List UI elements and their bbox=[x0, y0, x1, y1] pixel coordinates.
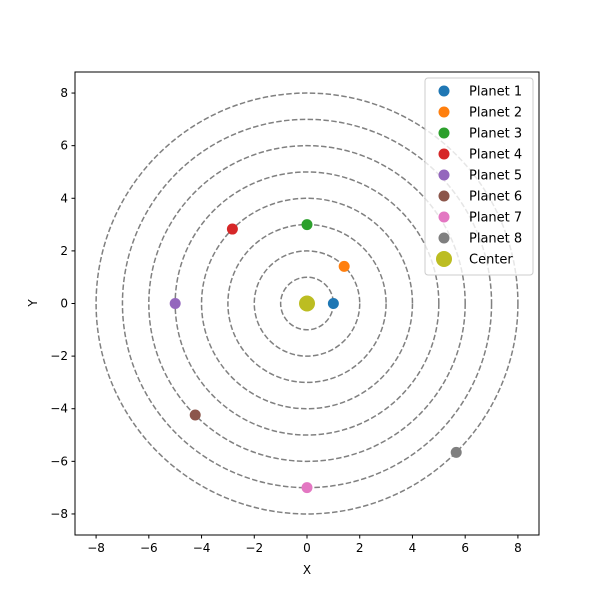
legend: Planet 1 Planet 2 Planet 3 Planet 4 Planet 5… bbox=[424, 77, 534, 276]
legend-label: Center bbox=[469, 253, 513, 268]
point-planet-5 bbox=[169, 298, 181, 309]
legend-label: Planet 7 bbox=[469, 211, 522, 226]
y-tick-label: −8 bbox=[50, 507, 68, 521]
legend-marker bbox=[438, 127, 450, 139]
legend-label: Planet 3 bbox=[469, 127, 522, 142]
y-tick-label: 8 bbox=[60, 86, 68, 100]
orbit-8 bbox=[95, 92, 519, 515]
point-planet-8 bbox=[450, 446, 462, 458]
legend-label: Planet 8 bbox=[469, 232, 522, 247]
legend-label: Planet 2 bbox=[469, 106, 522, 121]
points-layer bbox=[169, 219, 462, 494]
x-tick-label: 6 bbox=[461, 541, 469, 555]
legend-marker bbox=[436, 251, 452, 267]
orbit-4 bbox=[200, 197, 414, 410]
y-tick-label: 0 bbox=[60, 297, 68, 311]
x-tick-label: −2 bbox=[245, 541, 263, 555]
x-tick-label: −6 bbox=[140, 541, 158, 555]
x-tick-label: 8 bbox=[514, 541, 522, 555]
point-planet-2 bbox=[338, 260, 350, 272]
x-tick-label: −8 bbox=[87, 541, 105, 555]
legend-label: Planet 4 bbox=[469, 148, 522, 163]
y-axis-label: Y bbox=[26, 299, 40, 308]
point-center bbox=[299, 295, 315, 312]
legend-box bbox=[424, 77, 534, 276]
legend-marker bbox=[438, 232, 450, 244]
y-tick-label: 2 bbox=[60, 244, 68, 258]
point-planet-3 bbox=[301, 219, 313, 231]
x-axis-label: X bbox=[303, 563, 311, 577]
orbit-6 bbox=[148, 144, 466, 463]
y-tick-label: 6 bbox=[60, 139, 68, 153]
x-tick-label: 4 bbox=[409, 541, 417, 555]
y-tick-label: −2 bbox=[50, 349, 68, 363]
x-tick-label: 2 bbox=[356, 541, 364, 555]
orbit-2 bbox=[253, 250, 361, 357]
legend-marker bbox=[438, 106, 450, 118]
legend-label: Planet 1 bbox=[469, 85, 522, 100]
y-tick-label: −6 bbox=[50, 454, 68, 468]
legend-marker bbox=[438, 190, 450, 202]
legend-marker bbox=[438, 148, 450, 160]
point-planet-6 bbox=[189, 409, 201, 421]
y-tick-label: −4 bbox=[50, 402, 68, 416]
point-planet-1 bbox=[327, 298, 339, 309]
point-planet-4 bbox=[226, 223, 238, 235]
y-tick-label: 4 bbox=[60, 191, 68, 205]
legend-marker bbox=[438, 169, 450, 181]
point-planet-7 bbox=[301, 482, 313, 494]
x-tick-label: 0 bbox=[303, 541, 311, 555]
x-axis-ticks: −8 −6 −4 −2 0 2 4 6 8 bbox=[87, 535, 522, 555]
legend-marker bbox=[438, 211, 450, 223]
y-axis-ticks: −8 −6 −4 −2 0 2 4 6 8 bbox=[50, 86, 75, 521]
legend-label: Planet 5 bbox=[469, 169, 522, 184]
legend-marker bbox=[438, 85, 450, 97]
legend-label: Planet 6 bbox=[469, 190, 522, 205]
x-tick-label: −4 bbox=[193, 541, 211, 555]
